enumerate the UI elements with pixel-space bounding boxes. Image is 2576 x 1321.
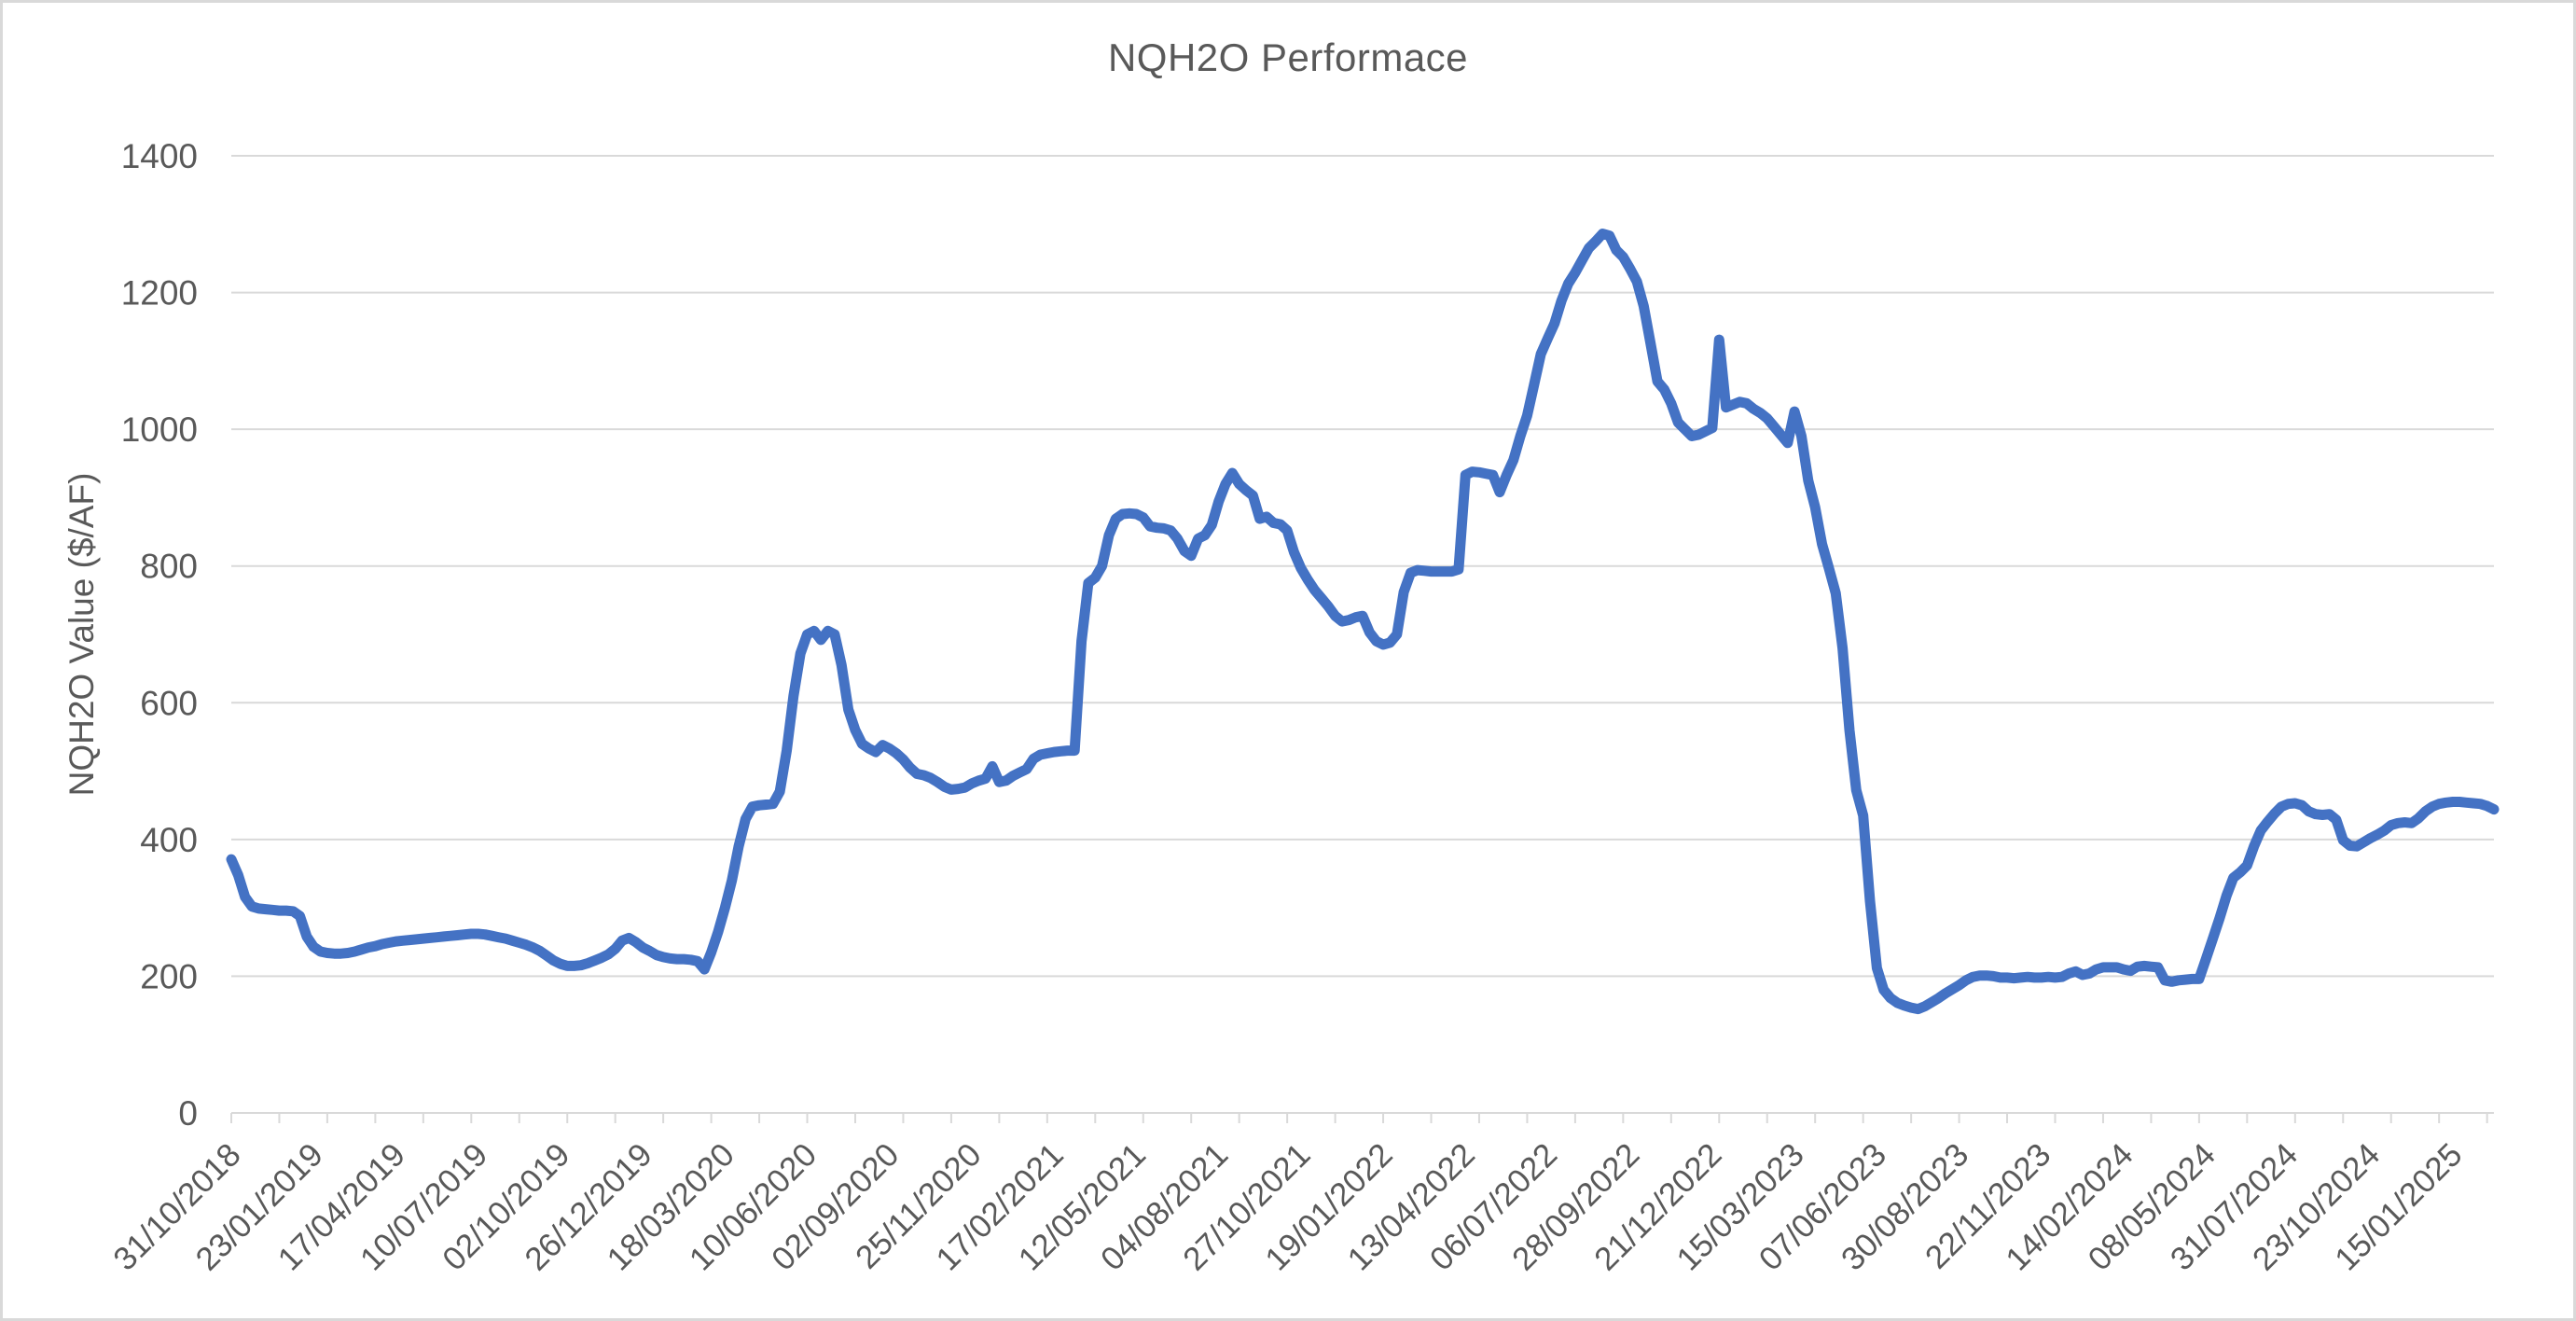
y-tick-label: 1400 — [121, 137, 198, 175]
chart-title: NQH2O Performace — [1107, 35, 1469, 79]
series-polyline — [226, 229, 2500, 1015]
y-tick-label: 800 — [140, 548, 198, 586]
y-tick-label: 0 — [178, 1094, 198, 1133]
y-tick-label: 1000 — [121, 410, 198, 449]
y-tick-label: 400 — [140, 821, 198, 859]
y-tick-label: 600 — [140, 684, 198, 722]
y-tick-label: 1200 — [121, 274, 198, 313]
y-tick-label: 200 — [140, 957, 198, 995]
